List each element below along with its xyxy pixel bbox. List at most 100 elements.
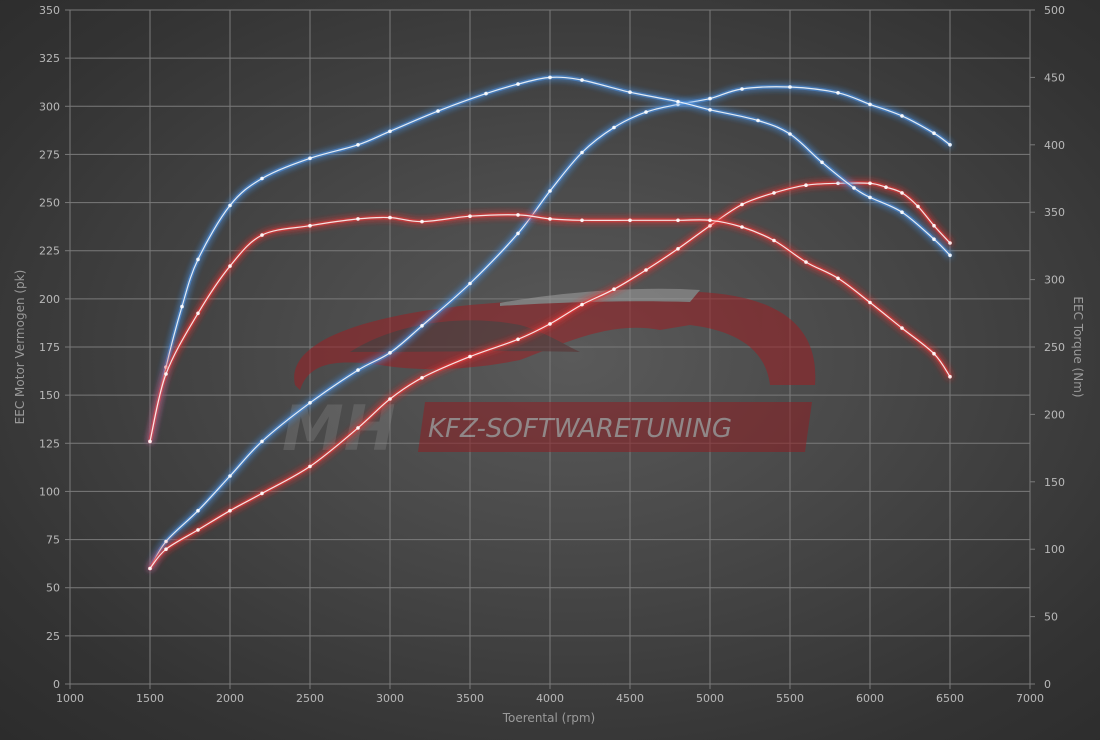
series-point [260,491,264,496]
y-left-tick-label: 125 [39,437,60,450]
series-point [260,176,264,181]
series-point [164,547,168,551]
series-point [580,150,584,155]
series-point [868,300,872,305]
series-point [228,203,232,208]
series-point [740,87,744,91]
y-left-tick-label: 150 [39,389,60,402]
series-point [308,464,312,469]
series-point [164,372,168,376]
y-right-tick-label: 100 [1044,543,1065,556]
series-point [932,237,936,241]
car-window-icon [350,320,580,352]
series-point [148,566,152,571]
series-point [836,91,840,95]
series-point [356,217,360,221]
series-point [772,191,776,195]
logo-banner-text: KFZ-SOFTWARETUNING [428,414,732,444]
y-left-tick-label: 100 [39,485,60,498]
series-point [804,260,808,264]
series-point [948,253,952,258]
series-point [148,439,152,444]
series-point [932,131,936,135]
series-point [516,213,520,217]
series-point [516,82,520,86]
y-left-tick-label: 250 [39,197,60,210]
series-point [788,85,792,89]
y-left-tick-label: 225 [39,245,60,258]
series-point [308,156,312,161]
y-left-tick-label: 200 [39,293,60,306]
series-point [932,223,936,228]
series-point [516,231,520,236]
y-left-tick-label: 75 [46,534,60,547]
series-point [164,539,168,544]
series-point [260,439,264,444]
series-point [868,102,872,107]
y-left-tick-label: 0 [53,678,60,691]
series-point [468,281,472,286]
y-right-tick-label: 50 [1044,611,1058,624]
series-point [644,110,648,114]
x-tick-label: 6500 [936,692,964,705]
series-point [788,132,792,136]
series-point [756,118,760,123]
series-point [580,218,584,223]
series-point [484,91,488,96]
y-left-tick-label: 325 [39,52,60,65]
series-point [708,223,712,228]
series-point [228,474,232,478]
series-point [580,302,584,307]
series-point [708,96,712,101]
series-point [388,397,392,401]
x-tick-label: 1000 [56,692,84,705]
y-right-tick-label: 0 [1044,678,1051,691]
y-axis-left-title: EEC Motor Vermogen (pk) [13,270,27,425]
series-point [356,368,360,372]
series-stock-right [148,212,952,444]
series-point [180,304,184,309]
x-tick-label: 7000 [1016,692,1044,705]
series-point [836,276,840,281]
series-point [388,215,392,220]
series-point [548,217,552,221]
series-point [868,195,872,200]
y-right-tick-label: 250 [1044,341,1065,354]
series-point [548,189,552,193]
series-point [900,114,904,118]
y-axis-right-title: EEC Torque (Nm) [1071,296,1085,397]
x-tick-label: 4000 [536,692,564,705]
series-point [900,191,904,195]
series-point [772,238,776,243]
watermark-logo: MH KFZ-SOFTWARETUNING [282,288,816,465]
series-point [196,311,200,316]
series-point [836,181,840,186]
y-right-tick-label: 350 [1044,206,1065,219]
y-left-tick-label: 350 [39,4,60,17]
logo-banner [418,402,812,452]
series-point [308,401,312,405]
series-tuned-right [148,75,952,444]
y-right-tick-label: 400 [1044,139,1065,152]
y-right-tick-label: 450 [1044,71,1065,84]
series-point [740,202,744,207]
x-tick-label: 1500 [136,692,164,705]
y-left-tick-label: 175 [39,341,60,354]
y-right-tick-label: 200 [1044,408,1065,421]
series-point [884,185,888,189]
axes: 1000 1500 2000 2500 3000 3500 4000 4500 5000 5500… [39,4,1065,705]
series-point [900,326,904,330]
series-point [948,143,952,147]
series-point [420,324,424,328]
y-left-tick-label: 275 [39,148,60,161]
series-point [948,241,952,245]
x-tick-label: 6000 [856,692,884,705]
series-point [356,426,360,430]
x-tick-label: 3500 [456,692,484,705]
series-point [388,351,392,355]
series-point [196,257,200,262]
series-point [196,528,200,532]
series-point [820,160,824,165]
y-right-tick-label: 150 [1044,476,1065,489]
series-point [852,186,856,190]
